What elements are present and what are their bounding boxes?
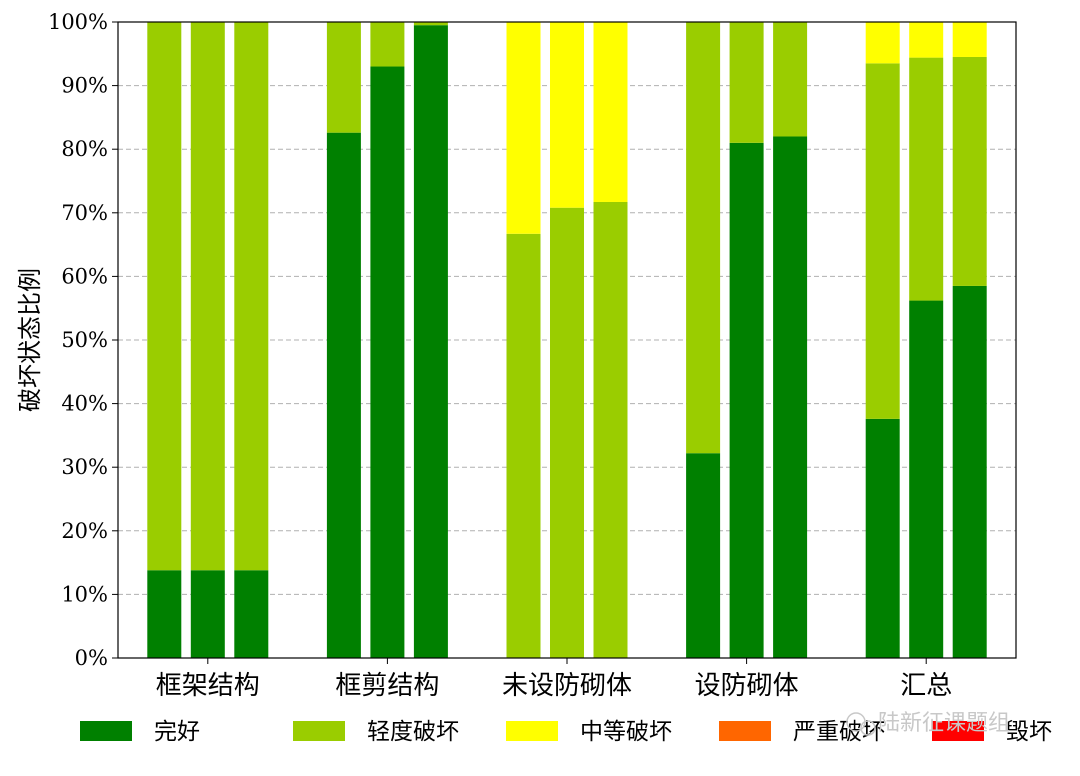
bar-segment: [190, 570, 225, 658]
legend-label: 轻度破坏: [367, 719, 459, 745]
bar-segment: [773, 22, 808, 137]
legend-swatch: [80, 721, 132, 741]
bar-segment: [729, 22, 764, 143]
bar-group: [147, 22, 987, 659]
y-tick-label: 90%: [61, 74, 108, 98]
bar-segment: [506, 22, 541, 234]
bar-segment: [686, 22, 721, 454]
bar-segment: [865, 22, 900, 64]
legend-label: 中等破坏: [580, 719, 672, 745]
bar-segment: [909, 300, 944, 658]
bar-segment: [370, 66, 405, 658]
y-tick-label: 30%: [61, 455, 108, 479]
x-tick-label: 汇总: [900, 671, 952, 701]
bar-segment: [147, 22, 182, 571]
bar-segment: [326, 132, 361, 658]
y-axis-label: 破坏状态比例: [16, 268, 44, 412]
y-axis: 0% 10% 20% 30% 40% 50% 60% 70% 80% 90% 100%: [48, 10, 118, 670]
bar-segment: [593, 201, 628, 658]
y-tick-label: 50%: [61, 328, 108, 352]
bar-segment: [909, 22, 944, 58]
y-tick-label: 40%: [61, 392, 108, 416]
bar-segment: [550, 22, 584, 208]
bar-segment: [952, 22, 987, 57]
bar-segment: [506, 233, 541, 658]
y-tick-label: 10%: [61, 582, 108, 606]
bar-segment: [865, 63, 900, 419]
bar-segment: [413, 25, 448, 659]
legend-swatch: [506, 721, 558, 741]
x-tick-label: 设防砌体: [695, 671, 799, 701]
bar-segment: [370, 22, 405, 67]
y-tick-label: 60%: [61, 264, 108, 288]
bar-segment: [413, 22, 448, 26]
bar-segment: [909, 57, 944, 301]
legend-label: 完好: [154, 719, 200, 745]
y-tick-label: 100%: [48, 10, 108, 34]
bar-segment: [952, 56, 987, 286]
bar-segment: [550, 207, 584, 658]
bar-segment: [729, 142, 764, 659]
bar-segment: [865, 418, 900, 658]
bar-segment: [326, 22, 361, 133]
x-tick-label: 未设防砌体: [502, 671, 632, 701]
y-tick-label: 0%: [75, 646, 108, 670]
legend-label: 严重破坏: [793, 719, 885, 745]
legend-swatch: [293, 721, 345, 741]
legend: 完好 轻度破坏 中等破坏 严重破坏 毁坏: [80, 719, 1052, 745]
y-tick-label: 70%: [61, 201, 108, 225]
x-tick-label: 框架结构: [156, 671, 260, 701]
x-axis: 框架结构 框剪结构 未设防砌体 设防砌体 汇总: [156, 658, 952, 701]
bar-segment: [686, 453, 721, 658]
bar-segment: [190, 22, 225, 571]
watermark-text: 陆新征课题组: [878, 711, 1010, 736]
legend-label: 毁坏: [1006, 719, 1052, 745]
wechat-icon-bubble: [860, 720, 876, 736]
bar-segment: [773, 136, 808, 659]
y-tick-label: 20%: [61, 519, 108, 543]
bar-segment: [147, 570, 182, 658]
y-tick-label: 80%: [61, 137, 108, 161]
bar-segment: [234, 570, 269, 658]
bar-segment: [952, 285, 987, 658]
legend-swatch: [932, 721, 984, 741]
legend-swatch: [719, 721, 771, 741]
bar-segment: [234, 22, 269, 571]
bar-segment: [593, 22, 628, 202]
watermark: 陆新征课题组: [846, 711, 1010, 736]
x-tick-label: 框剪结构: [335, 671, 439, 701]
